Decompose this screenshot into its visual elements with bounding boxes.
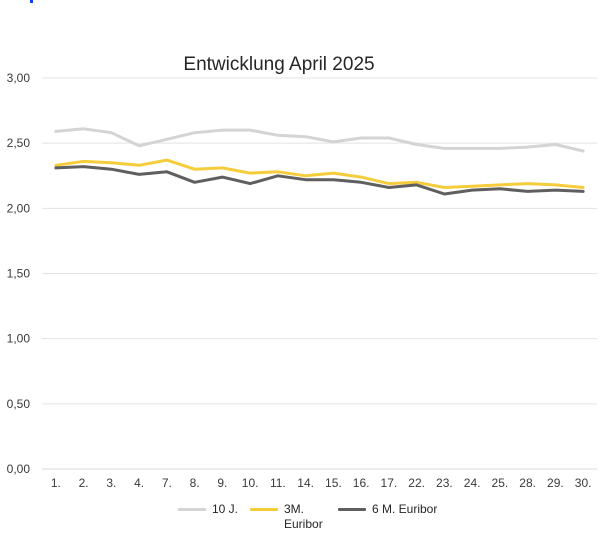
x-tick-label: 9. [217, 476, 227, 490]
y-tick-label: 2,50 [7, 136, 31, 150]
y-tick-label: 0,00 [7, 462, 31, 476]
legend-item-6m-euribor: 6 M. Euribor [338, 502, 437, 517]
legend-label-3m-line2: Euribor [284, 517, 323, 531]
x-tick-label: 11. [270, 476, 286, 490]
x-tick-label: 15. [325, 476, 342, 490]
legend: 10 J. 3M. Euribor 6 M. Euribor [0, 502, 609, 538]
y-tick-label: 2,00 [7, 201, 31, 215]
x-tick-label: 3. [106, 476, 116, 490]
x-tick-label: 22. [408, 476, 425, 490]
grid-lines [42, 77, 597, 470]
x-tick-label: 1. [51, 476, 61, 490]
y-tick-label: 1,00 [7, 332, 31, 346]
corner-mark [30, 0, 33, 3]
legend-label-6m-euribor: 6 M. Euribor [372, 502, 438, 516]
x-tick-label: 23. [436, 476, 453, 490]
legend-swatch-3m-euribor [250, 508, 278, 511]
series-line-2 [54, 158, 585, 189]
y-axis-ticks: 0,00 0,50 1,00 1,50 2,00 2,50 3,00 [7, 71, 31, 476]
x-tick-label: 8. [190, 476, 200, 490]
x-tick-label: 17. [381, 476, 398, 490]
x-tick-label: 16. [353, 476, 370, 490]
legend-item-10j: 10 J. [178, 502, 238, 517]
x-tick-label: 7. [162, 476, 172, 490]
x-tick-label: 30. [575, 476, 592, 490]
legend-item-3m-euribor: 3M. Euribor [250, 502, 323, 532]
legend-label-10j: 10 J. [212, 502, 239, 516]
legend-swatch-10j [178, 508, 206, 511]
series-lines [54, 127, 585, 196]
x-tick-label: 25. [492, 476, 509, 490]
x-tick-label: 14. [297, 476, 314, 490]
y-tick-label: 3,00 [7, 71, 31, 85]
x-tick-label: 28. [519, 476, 536, 490]
x-tick-label: 4. [134, 476, 144, 490]
y-tick-label: 0,50 [7, 397, 31, 411]
x-tick-label: 2. [79, 476, 89, 490]
x-tick-label: 29. [547, 476, 564, 490]
legend-swatch-6m-euribor [338, 508, 366, 511]
x-axis-ticks: 1. 2. 3. 4. 7. 8. 9. 10. 11. 14. 15. 16. 17. 22. 23. 24… [51, 476, 592, 490]
chart-title: Entwicklung April 2025 [183, 54, 374, 75]
series-line-3 [54, 165, 585, 196]
y-tick-label: 1,50 [7, 267, 31, 281]
x-tick-label: 10. [242, 476, 259, 490]
series-line-1 [54, 127, 585, 153]
x-tick-label: 24. [464, 476, 481, 490]
line-chart: 0,00 0,50 1,00 1,50 2,00 2,50 3,00 1. 2. 3. 4. 7. 8… [7, 54, 597, 490]
legend-label-3m-line1: 3M. [284, 502, 305, 516]
